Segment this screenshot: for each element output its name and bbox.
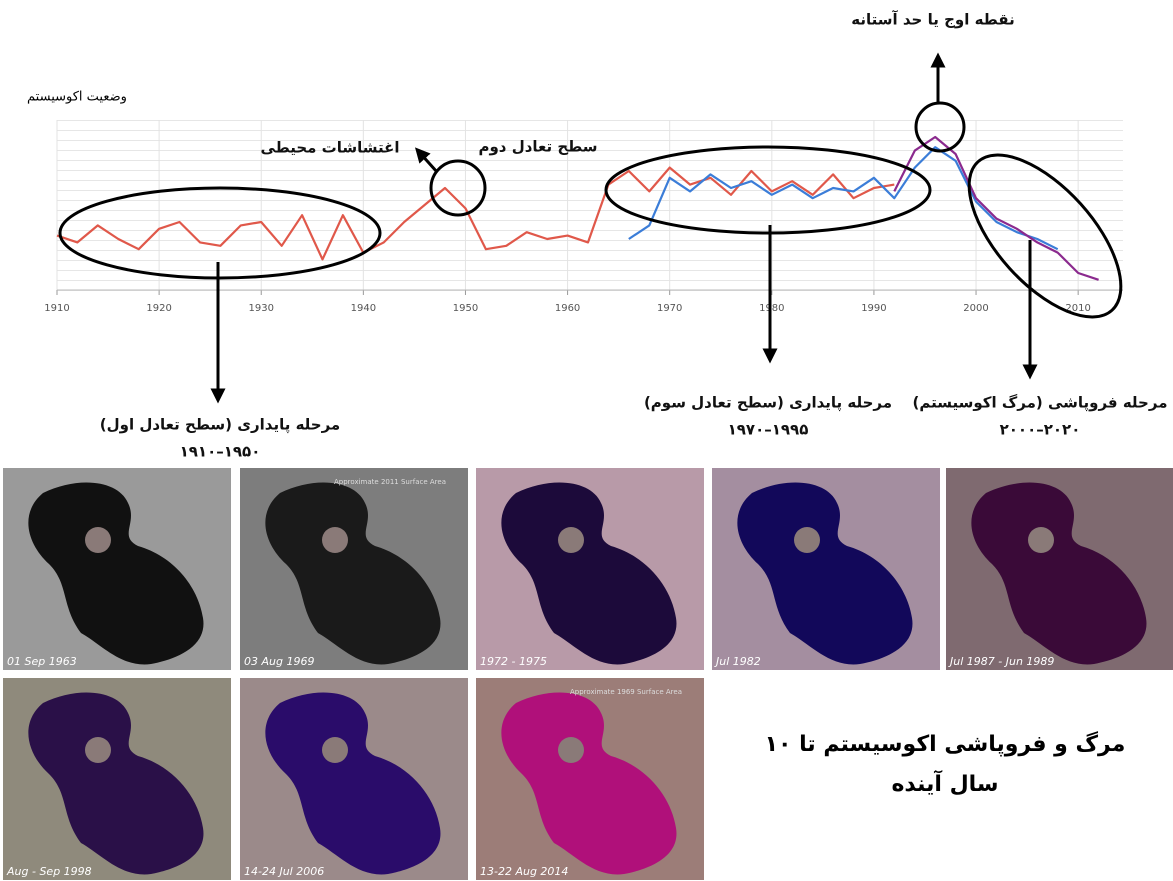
satellite-image: Approximate 2011 Surface Area 03 Aug 1969 bbox=[240, 468, 468, 670]
annotation: مرحله پایداری (سطح تعادل اول) bbox=[100, 416, 340, 435]
image-caption: 1972 - 1975 bbox=[480, 655, 547, 668]
annotation: مرحله پایداری (سطح تعادل سوم) bbox=[644, 394, 892, 413]
annotation: اغتشاشات محیطی bbox=[260, 139, 399, 157]
x-tick-label: 1960 bbox=[555, 303, 580, 314]
x-tick-label: 1970 bbox=[657, 303, 682, 314]
image-caption: 01 Sep 1963 bbox=[7, 655, 77, 668]
satellite-image: 01 Sep 1963 bbox=[3, 468, 231, 670]
annotation: مرحله فروپاشی (مرگ اکوسیستم) bbox=[913, 394, 1168, 413]
annotation: سطح تعادل دوم bbox=[478, 138, 597, 156]
island bbox=[1028, 527, 1054, 553]
satellite-image: Approximate 1969 Surface Area 13-22 Aug 2… bbox=[476, 678, 704, 880]
satellite-image: Aug - Sep 1998 bbox=[3, 678, 231, 880]
image-caption: 03 Aug 1969 bbox=[244, 655, 314, 668]
annotation: ۱۹۷۰–۱۹۹۵ bbox=[728, 421, 809, 439]
island bbox=[558, 737, 584, 763]
x-tick-label: 1930 bbox=[249, 303, 274, 314]
conclusion: سال آینده bbox=[891, 769, 998, 797]
satellite-image: 1972 - 1975 bbox=[476, 468, 704, 670]
island bbox=[322, 737, 348, 763]
satellite-images: 01 Sep 1963 Approximate 2011 Surface Area… bbox=[3, 468, 1173, 880]
x-tick-label: 1950 bbox=[453, 303, 478, 314]
satellite-image: Jul 1987 - Jun 1989 bbox=[946, 468, 1173, 670]
image-caption: 14-24 Jul 2006 bbox=[244, 865, 324, 878]
island bbox=[85, 737, 111, 763]
image-note: Approximate 1969 Surface Area bbox=[570, 688, 682, 696]
x-tick-label: 1990 bbox=[861, 303, 886, 314]
island bbox=[794, 527, 820, 553]
satellite-image: Jul 1982 bbox=[712, 468, 940, 670]
chart-title: وضعیت اکوسیستم bbox=[27, 90, 127, 105]
x-tick-label: 1920 bbox=[146, 303, 171, 314]
image-note: Approximate 2011 Surface Area bbox=[334, 478, 446, 486]
conclusion: مرگ و فروپاشی اکوسیستم تا ۱۰ bbox=[765, 731, 1126, 757]
image-caption: Jul 1982 bbox=[714, 655, 761, 668]
image-caption: Jul 1987 - Jun 1989 bbox=[948, 655, 1054, 668]
image-caption: 13-22 Aug 2014 bbox=[480, 865, 568, 878]
satellite-image: 14-24 Jul 2006 bbox=[240, 678, 468, 880]
island bbox=[85, 527, 111, 553]
page: 1910 1920 1930 1940 1950 1960 1970 1980 1990 2000… bbox=[0, 0, 1173, 881]
x-tick-label: 1980 bbox=[759, 303, 784, 314]
x-tick-label: 1910 bbox=[44, 303, 69, 314]
island bbox=[558, 527, 584, 553]
x-tick-label: 2000 bbox=[963, 303, 988, 314]
annotation: ۲۰۰۰–۲۰۲۰ bbox=[1000, 421, 1081, 439]
annotation: ۱۹۱۰–۱۹۵۰ bbox=[180, 443, 261, 461]
x-tick-label: 1940 bbox=[351, 303, 376, 314]
island bbox=[322, 527, 348, 553]
annotation: نقطه اوج یا حد آستانه bbox=[851, 11, 1014, 29]
image-caption: Aug - Sep 1998 bbox=[6, 865, 92, 878]
